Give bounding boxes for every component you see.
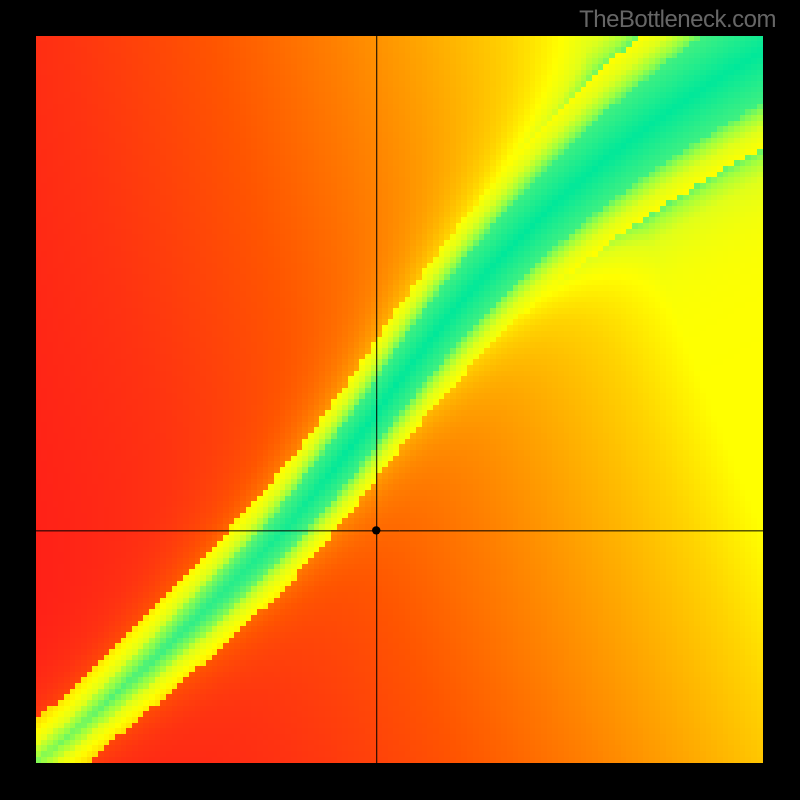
heatmap-canvas: [36, 36, 763, 763]
chart-container: TheBottleneck.com: [0, 0, 800, 800]
watermark-text: TheBottleneck.com: [579, 6, 776, 34]
